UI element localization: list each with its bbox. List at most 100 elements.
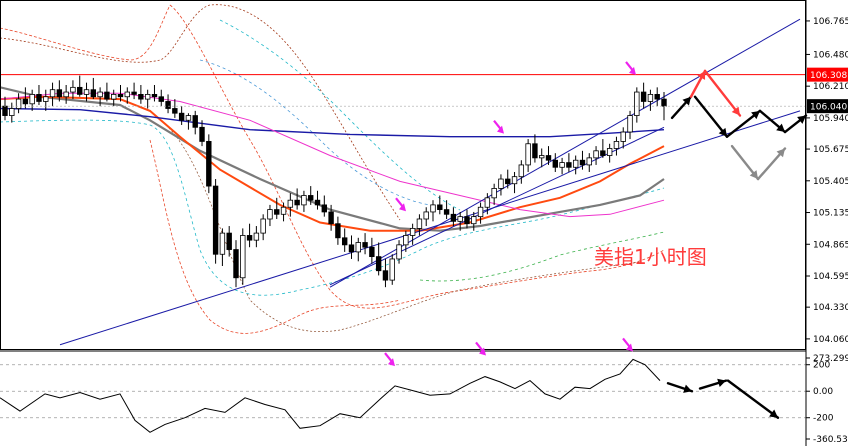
candle-body: [124, 91, 130, 98]
oscillator-tick-label: 273.2999: [813, 354, 848, 364]
band-line: [149, 139, 401, 334]
price-axis: 106.765 106.480 106.210 105.940 105.675 105.4…: [806, 17, 848, 345]
candle: [22, 87, 29, 109]
candle: [233, 240, 239, 288]
oscillator-forecast-arrow-shaft: [726, 379, 780, 419]
candle-body: [423, 211, 429, 220]
candle-body: [586, 157, 592, 166]
candle-body: [77, 86, 83, 95]
candle: [647, 89, 654, 111]
candle-body: [450, 213, 457, 222]
oscillator-forecast-arrow: [726, 379, 780, 419]
band-line: [0, 4, 171, 61]
candle: [450, 207, 457, 227]
price-tick-label: 105.940: [813, 114, 848, 124]
candle-body: [172, 108, 178, 114]
candle: [627, 110, 633, 140]
oscillator-tick-label: 200: [813, 361, 830, 371]
candle-body: [56, 89, 63, 98]
oscillator-line: [0, 358, 661, 433]
candle: [77, 75, 83, 97]
band-line: [419, 231, 665, 282]
candle: [49, 82, 56, 107]
forecast-arrow-shaft: [693, 95, 729, 138]
candle-body: [375, 256, 382, 272]
candle-body: [464, 216, 470, 225]
candle: [246, 223, 253, 248]
candle-body: [661, 98, 667, 107]
candle: [185, 113, 192, 130]
oscillator-tick-label: 0.00: [813, 387, 833, 397]
candle: [600, 139, 606, 158]
candle-body: [219, 232, 226, 255]
oscillator-forecast-arrow-head: [683, 384, 692, 393]
price-tick-label: 105.135: [813, 209, 848, 219]
candle-body: [620, 131, 626, 142]
candle-body: [274, 209, 280, 215]
band-line: [0, 4, 401, 221]
forecast-arrow-head: [682, 96, 691, 106]
candle: [314, 190, 321, 210]
candle: [104, 82, 110, 102]
candle: [260, 214, 266, 241]
forecast-arrow-head: [731, 106, 740, 116]
candle-body: [138, 94, 144, 100]
candle: [9, 102, 15, 123]
forecast-arrow: [693, 95, 729, 138]
oscillator-peak-marker: [475, 341, 486, 356]
candle: [253, 226, 260, 248]
candle-body: [206, 141, 212, 187]
forecast-arrow-head: [749, 170, 758, 180]
candle-body: [22, 98, 29, 105]
candle-body: [613, 141, 620, 149]
candle: [525, 139, 531, 172]
resistance-price-badge-label: 106.308: [810, 71, 847, 81]
band-line: [0, 119, 665, 296]
candle: [206, 134, 212, 194]
candle-body: [185, 115, 192, 121]
forecast-arrow: [758, 109, 787, 134]
candle: [620, 127, 626, 149]
candle: [56, 80, 63, 102]
oscillator-peak-marker: [384, 352, 395, 367]
forecast-arrows: [670, 69, 808, 181]
forecast-arrow-head: [718, 127, 727, 137]
candle-body: [532, 143, 538, 159]
candle: [328, 204, 334, 231]
candle-body: [389, 258, 395, 281]
price-tick-label: 106.480: [813, 50, 848, 60]
band-line: [169, 4, 665, 309]
moving-average-line: [0, 107, 665, 138]
candle-body: [606, 148, 613, 156]
oscillator-forecast-arrows: [666, 378, 780, 419]
candle: [518, 160, 525, 184]
candle: [355, 237, 361, 262]
candle: [634, 87, 640, 123]
peak-marker: [625, 61, 636, 75]
candle: [593, 146, 599, 165]
candle-body: [409, 227, 416, 236]
candle: [219, 228, 226, 267]
candle: [654, 87, 660, 107]
candle: [409, 223, 416, 245]
candle-body: [491, 188, 497, 199]
candlestick-series: [2, 75, 667, 288]
moving-average-lines: [0, 86, 665, 232]
candle-body: [158, 96, 164, 102]
candle: [43, 89, 49, 111]
candle: [117, 84, 124, 102]
candle: [131, 82, 137, 100]
candle: [382, 258, 389, 288]
candle-body: [484, 197, 491, 208]
price-tick-label: 105.675: [813, 145, 848, 155]
candle: [403, 230, 409, 252]
candle-body: [511, 176, 518, 185]
candle: [532, 134, 538, 163]
candle: [348, 235, 355, 259]
candle: [416, 214, 423, 236]
candle-body: [117, 94, 124, 98]
candle-body: [233, 249, 239, 279]
candle-body: [559, 162, 565, 168]
